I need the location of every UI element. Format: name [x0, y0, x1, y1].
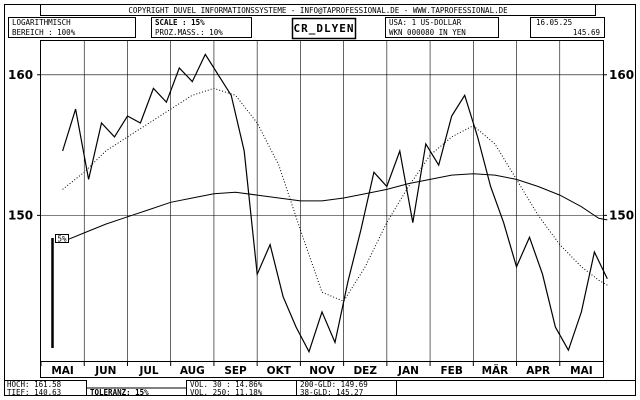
month-label: SEP — [224, 365, 247, 377]
x-axis-labels: MAI JUN JUL AUG SEP OKT NOV DEZ JAN FEB MÄR APR MAI — [40, 361, 593, 377]
month-label: JUN — [94, 365, 116, 377]
scale-label: SCALE : 15% — [155, 18, 205, 27]
month-label: MAI — [51, 365, 73, 377]
symbol-box — [291, 17, 357, 40]
date-box — [530, 17, 605, 38]
month-label: OKT — [267, 365, 292, 377]
month-label: MAI — [570, 365, 592, 377]
tief-label: TIEF: 140.63 — [7, 388, 61, 397]
month-label: MÄR — [482, 363, 509, 377]
currency-label: USA: 1 US-DOLLAR — [389, 18, 462, 27]
vol250-label: VOL. 250: 11.18% — [190, 388, 263, 397]
scale-mode-box — [8, 17, 136, 38]
wkn-label: WKN 000080 IN YEN — [389, 28, 466, 37]
scale-box — [151, 17, 252, 38]
copyright-text: COPYRIGHT DUVEL INFORMATIONSSYSTEME - IN… — [128, 6, 508, 15]
month-strip — [40, 361, 604, 378]
y-tick-label-right: 150 — [609, 208, 634, 222]
symbol-title: CR_DLYEN — [294, 22, 355, 35]
month-label: JUL — [139, 365, 159, 377]
month-label: AUG — [180, 365, 205, 377]
month-label: FEB — [441, 365, 463, 377]
gld200-line — [62, 173, 608, 243]
y-tick-label-left: 150 — [8, 208, 33, 222]
gridlines — [41, 41, 603, 361]
toleranz-label: TOLERANZ: 15% — [90, 388, 149, 397]
proz-mass-label: PROZ.MASS.: 10% — [155, 28, 223, 37]
month-label: DEZ — [353, 365, 377, 377]
vol30-label: VOL. 30 : 14.86% — [190, 380, 263, 389]
copyright-box — [40, 4, 596, 16]
series-layer — [62, 53, 608, 354]
percent-marker-box — [55, 234, 69, 243]
date-label: 16.05.25 — [536, 18, 572, 27]
footer-empty-box — [396, 380, 636, 396]
currency-box — [385, 17, 499, 38]
scale-mode-label: LOGARITHMISCH — [12, 18, 71, 27]
month-label: APR — [526, 365, 550, 377]
price-line — [62, 53, 608, 354]
y-axis-ticks: 150 150 160 160 — [8, 68, 634, 223]
percent-marker-text: 5% — [57, 235, 67, 244]
y-tick-label-right: 160 — [609, 68, 634, 82]
month-label: JAN — [397, 365, 419, 377]
gld38-label: 38-GLD: 145.27 — [300, 388, 363, 397]
range-label: BEREICH : 100% — [12, 28, 76, 37]
y-tick-label-left: 160 — [8, 68, 33, 82]
gld200-label: 200-GLD: 149.69 — [300, 380, 368, 389]
last-price-label: 145.69 — [573, 28, 600, 37]
month-label: NOV — [309, 365, 335, 377]
hoch-label: HOCH: 161.58 — [7, 380, 62, 389]
